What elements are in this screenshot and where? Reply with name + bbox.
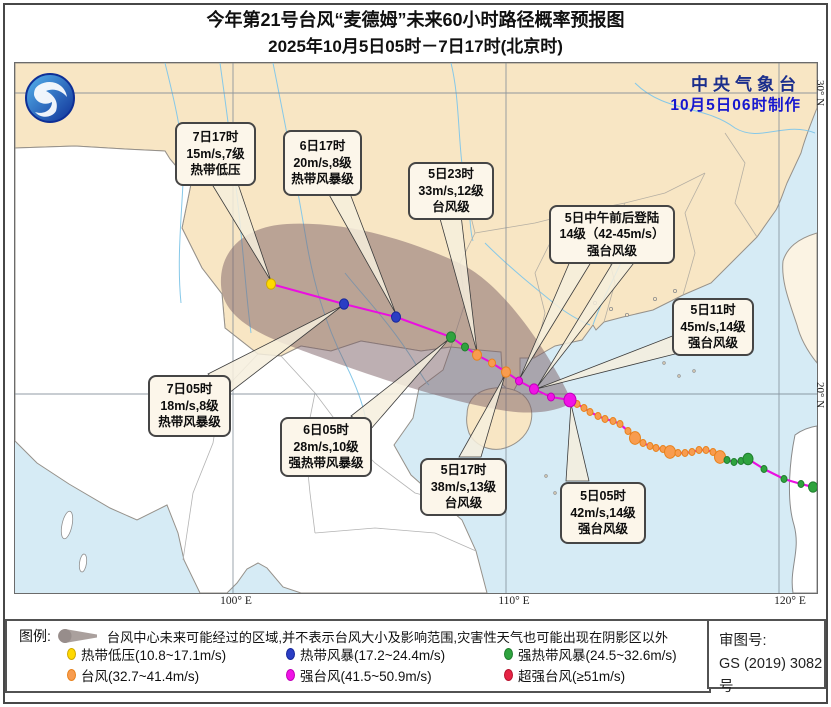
callout-wind: 15m/s,7级 <box>186 146 245 161</box>
callout-wind: 45m/s,14级 <box>680 319 746 334</box>
callout-category: 台风级 <box>444 496 483 511</box>
legend-cone-text: 台风中心未来可能经过的区域,并不表示台风大小及影响范围,灾害性天气也可能出现在阴… <box>106 629 669 645</box>
legend-item-td: 热带低压(10.8~17.1m/s) <box>67 646 227 663</box>
review-label: 审图号: <box>719 633 767 649</box>
callout-5d05: 5日05时 42m/s,14级 强台风级 <box>560 482 646 544</box>
callout-category: 强台风级 <box>586 243 637 258</box>
callout-category: 台风级 <box>432 200 470 215</box>
legend-item-ty: 台风(32.7~41.4m/s) <box>67 667 200 684</box>
map-canvas: 中央气象台 10月5日06时制作 <box>14 62 818 594</box>
agency-block: 中央气象台 10月5日06时制作 <box>670 74 801 116</box>
callout-leaders <box>207 180 680 482</box>
map-svg <box>15 63 817 593</box>
callout-wind: 18m/s,8级 <box>160 398 219 413</box>
callout-time: 7日05时 <box>166 382 213 397</box>
lon-label-120e: 120° E <box>774 595 806 607</box>
callout-category: 强台风级 <box>687 336 738 351</box>
callout-wind: 14级（42-45m/s） <box>559 227 665 242</box>
review-number: GS (2019) 3082号 <box>719 656 823 695</box>
legend-item-label: 台风(32.7~41.4m/s) <box>81 669 200 684</box>
lon-label-110e: 110° E <box>498 595 530 607</box>
callout-time: 5日中午前后登陆 <box>564 210 660 225</box>
legend-item-label: 强热带风暴(24.5~32.6m/s) <box>518 648 677 663</box>
agency-name: 中央气象台 <box>691 75 801 94</box>
superty-dot-icon <box>504 669 513 681</box>
callout-7d17: 7日17时 15m/s,7级 热带低压 <box>175 122 256 186</box>
forecast-track-points <box>266 278 577 408</box>
luzon-island <box>788 425 817 593</box>
sts-dot-icon <box>504 648 513 660</box>
lon-label-100e: 100° E <box>220 595 252 607</box>
legend-item-label: 超强台风(≥51m/s) <box>518 669 626 684</box>
td-dot-icon <box>67 648 76 660</box>
observed-track-points <box>573 400 817 493</box>
taiwan-island <box>782 232 817 364</box>
callout-landfall: 5日中午前后登陆 14级（42-45m/s） 强台风级 <box>549 205 675 264</box>
callout-wind: 42m/s,14级 <box>570 505 636 520</box>
callout-wind: 20m/s,8级 <box>293 155 352 170</box>
legend-item-sts: 强热带风暴(24.5~32.6m/s) <box>504 646 677 663</box>
cone-icon <box>57 629 97 643</box>
callout-time: 6日05时 <box>303 423 349 438</box>
legend-row-cone: 图例: 台风中心未来可能经过的区域,并不表示台风大小及影响范围,灾害性天气也可能… <box>19 626 668 646</box>
callout-category: 热带风暴级 <box>158 415 221 430</box>
callout-5d17: 5日17时 38m/s,13级 台风级 <box>420 458 507 516</box>
legend-item-label: 热带低压(10.8~17.1m/s) <box>81 648 227 663</box>
callout-wind: 38m/s,13级 <box>430 479 497 494</box>
title-line2: 2025年10月5日05时－7日17时(北京时) <box>268 37 563 56</box>
sty-dot-icon <box>286 669 295 681</box>
ts-dot-icon <box>286 648 295 660</box>
callout-time: 5日11时 <box>690 303 736 318</box>
callout-5d23: 5日23时 33m/s,12级 台风级 <box>408 162 494 220</box>
callout-6d17: 6日17时 20m/s,8级 热带风暴级 <box>283 130 362 196</box>
legend: 图例: 台风中心未来可能经过的区域,并不表示台风大小及影响范围,灾害性天气也可能… <box>5 619 711 693</box>
legend-item-superty: 超强台风(≥51m/s) <box>504 667 626 684</box>
callout-time: 5日17时 <box>440 463 487 478</box>
callout-wind: 33m/s,12级 <box>418 183 484 198</box>
callout-category: 热带低压 <box>190 163 241 178</box>
callout-wind: 28m/s,10级 <box>293 439 359 454</box>
legend-item-sty: 强台风(41.5~50.9m/s) <box>286 667 432 684</box>
callout-category: 强热带风暴级 <box>288 456 364 471</box>
callout-6d05: 6日05时 28m/s,10级 强热带风暴级 <box>280 417 372 477</box>
agency-issue-time: 10月5日06时制作 <box>670 97 801 114</box>
legend-title: 图例: <box>19 628 51 644</box>
cma-logo-icon <box>25 73 75 123</box>
page-title: 今年第21号台风“麦德姆”未来60小时路径概率预报图 2025年10月5日05时… <box>0 7 831 59</box>
callout-time: 7日17时 <box>192 130 239 145</box>
lat-label-30n: 30° N <box>814 79 826 107</box>
map-review-number-box: 审图号: GS (2019) 3082号 <box>707 619 826 695</box>
ty-dot-icon <box>67 669 76 681</box>
legend-item-ts: 热带风暴(17.2~24.4m/s) <box>286 646 446 663</box>
title-line1: 今年第21号台风“麦德姆”未来60小时路径概率预报图 <box>206 10 625 30</box>
small-islands <box>60 288 696 573</box>
callout-7d05: 7日05时 18m/s,8级 热带风暴级 <box>148 375 231 437</box>
callout-time: 6日17时 <box>299 139 346 154</box>
callout-category: 强台风级 <box>577 522 628 537</box>
callout-time: 5日05时 <box>580 489 626 504</box>
callout-5d11: 5日11时 45m/s,14级 强台风级 <box>672 298 754 356</box>
callout-time: 5日23时 <box>428 167 474 182</box>
legend-item-label: 热带风暴(17.2~24.4m/s) <box>300 648 446 663</box>
callout-category: 热带风暴级 <box>291 172 354 187</box>
legend-item-label: 强台风(41.5~50.9m/s) <box>300 669 432 684</box>
lat-label-20n: 20° N <box>814 381 826 409</box>
